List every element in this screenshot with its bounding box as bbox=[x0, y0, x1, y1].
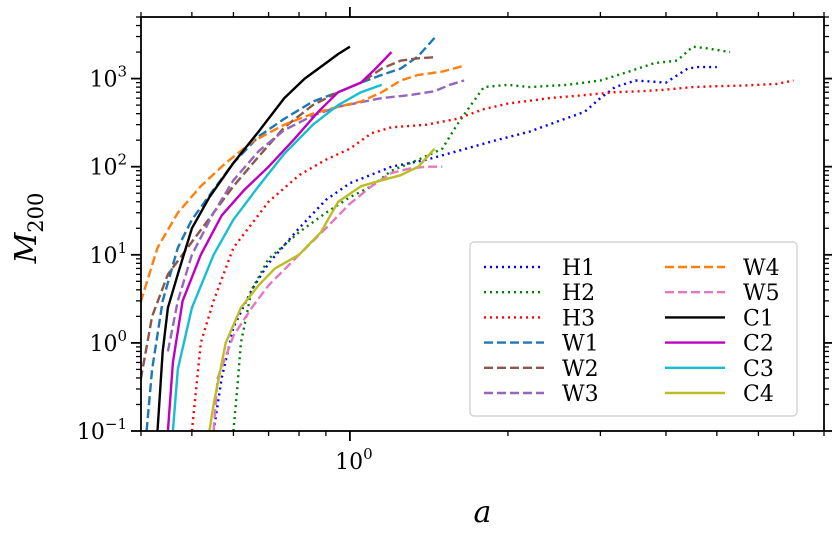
y-axis-label-base: M bbox=[9, 231, 44, 264]
series-line-c4 bbox=[208, 147, 436, 431]
legend-label-h1: H1 bbox=[562, 256, 595, 281]
legend-label-w4: W4 bbox=[743, 256, 780, 281]
series-line-w5 bbox=[212, 165, 443, 431]
tick-labels-layer: 10−1 100 101 102 103 100 bbox=[77, 63, 373, 475]
legend-label-h2: H2 bbox=[562, 281, 595, 306]
series-line-h3 bbox=[190, 79, 794, 431]
y-tick-label: 102 bbox=[89, 151, 127, 181]
legend-label-w1: W1 bbox=[562, 332, 599, 357]
legend-label-c3: C3 bbox=[743, 357, 774, 382]
y-tick-label: 10−1 bbox=[77, 415, 127, 445]
plot-frame bbox=[140, 16, 825, 432]
series-line-c3 bbox=[171, 83, 383, 431]
y-tick-label: 100 bbox=[89, 327, 127, 357]
y-axis-label: M200 bbox=[9, 193, 48, 265]
y-tick-label: 103 bbox=[89, 63, 127, 93]
series-line-w3 bbox=[166, 79, 465, 352]
y-axis-label-sub: 200 bbox=[24, 193, 48, 233]
x-axis-label: a bbox=[474, 495, 492, 530]
legend-label-w2: W2 bbox=[562, 357, 599, 382]
legend-label-w5: W5 bbox=[743, 281, 780, 306]
legend-label-h3: H3 bbox=[562, 306, 595, 331]
series-line-w4 bbox=[141, 64, 465, 309]
series-line-h1 bbox=[212, 65, 717, 431]
legend-label-c1: C1 bbox=[743, 306, 774, 331]
x-tick-label: 100 bbox=[335, 445, 373, 475]
series-line-c2 bbox=[166, 51, 393, 431]
y-tick-label: 101 bbox=[89, 239, 127, 269]
legend-label-c4: C4 bbox=[743, 382, 774, 407]
legend-label-w3: W3 bbox=[562, 382, 599, 407]
series-layer bbox=[141, 37, 794, 431]
series-line-c1 bbox=[156, 45, 351, 431]
legend-label-c2: C2 bbox=[743, 332, 774, 357]
ticks-layer bbox=[131, 7, 832, 441]
legend-frame bbox=[469, 241, 798, 417]
series-line-w1 bbox=[145, 37, 436, 431]
